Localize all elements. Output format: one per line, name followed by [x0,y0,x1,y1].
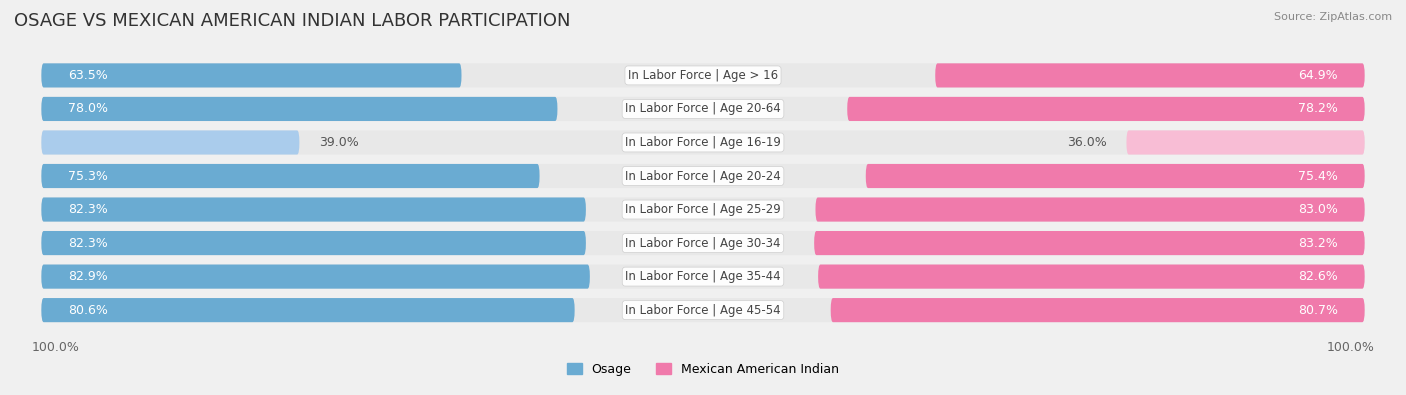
FancyBboxPatch shape [41,198,586,222]
Text: OSAGE VS MEXICAN AMERICAN INDIAN LABOR PARTICIPATION: OSAGE VS MEXICAN AMERICAN INDIAN LABOR P… [14,12,571,30]
FancyBboxPatch shape [41,298,1365,322]
FancyBboxPatch shape [41,231,1365,255]
FancyBboxPatch shape [41,298,575,322]
FancyBboxPatch shape [41,231,586,255]
Text: 82.9%: 82.9% [67,270,108,283]
Text: 78.2%: 78.2% [1298,102,1339,115]
FancyBboxPatch shape [818,265,1365,289]
Text: In Labor Force | Age 20-64: In Labor Force | Age 20-64 [626,102,780,115]
FancyBboxPatch shape [41,97,557,121]
FancyBboxPatch shape [866,164,1365,188]
Text: 39.0%: 39.0% [319,136,359,149]
Text: 100.0%: 100.0% [1327,341,1375,354]
Text: In Labor Force | Age 25-29: In Labor Force | Age 25-29 [626,203,780,216]
Text: In Labor Force | Age 16-19: In Labor Force | Age 16-19 [626,136,780,149]
FancyBboxPatch shape [41,63,461,87]
Text: In Labor Force | Age > 16: In Labor Force | Age > 16 [628,69,778,82]
Text: 82.6%: 82.6% [1298,270,1339,283]
Text: In Labor Force | Age 20-24: In Labor Force | Age 20-24 [626,169,780,182]
Text: 83.2%: 83.2% [1298,237,1339,250]
FancyBboxPatch shape [41,198,1365,222]
Text: 78.0%: 78.0% [67,102,108,115]
FancyBboxPatch shape [41,97,1365,121]
FancyBboxPatch shape [41,164,540,188]
Text: 82.3%: 82.3% [67,203,108,216]
Text: 100.0%: 100.0% [31,341,79,354]
Text: In Labor Force | Age 45-54: In Labor Force | Age 45-54 [626,304,780,317]
Text: 83.0%: 83.0% [1298,203,1339,216]
FancyBboxPatch shape [935,63,1365,87]
Text: In Labor Force | Age 30-34: In Labor Force | Age 30-34 [626,237,780,250]
FancyBboxPatch shape [41,63,1365,87]
FancyBboxPatch shape [41,130,1365,154]
Text: 80.7%: 80.7% [1298,304,1339,317]
Text: 80.6%: 80.6% [67,304,108,317]
FancyBboxPatch shape [814,231,1365,255]
FancyBboxPatch shape [41,130,299,154]
Text: 82.3%: 82.3% [67,237,108,250]
Text: 64.9%: 64.9% [1299,69,1339,82]
FancyBboxPatch shape [815,198,1365,222]
FancyBboxPatch shape [1126,130,1365,154]
FancyBboxPatch shape [848,97,1365,121]
Text: 75.3%: 75.3% [67,169,108,182]
Text: Source: ZipAtlas.com: Source: ZipAtlas.com [1274,12,1392,22]
Text: In Labor Force | Age 35-44: In Labor Force | Age 35-44 [626,270,780,283]
FancyBboxPatch shape [41,265,1365,289]
Text: 75.4%: 75.4% [1298,169,1339,182]
Text: 36.0%: 36.0% [1067,136,1107,149]
Text: 63.5%: 63.5% [67,69,108,82]
FancyBboxPatch shape [41,265,591,289]
FancyBboxPatch shape [831,298,1365,322]
FancyBboxPatch shape [41,164,1365,188]
Legend: Osage, Mexican American Indian: Osage, Mexican American Indian [561,357,845,381]
